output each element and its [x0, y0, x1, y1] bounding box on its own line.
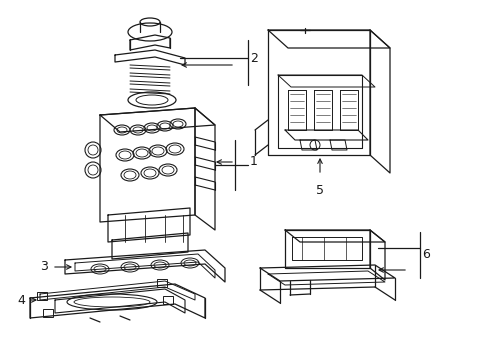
Text: 1: 1: [249, 156, 257, 168]
Text: 2: 2: [249, 51, 257, 64]
Text: 6: 6: [421, 248, 429, 261]
Text: 3: 3: [40, 261, 48, 274]
Bar: [157, 279, 167, 287]
Bar: [43, 309, 53, 317]
Text: 5: 5: [315, 184, 324, 197]
Text: 4: 4: [17, 293, 25, 306]
Bar: [163, 296, 173, 304]
Bar: [37, 292, 47, 300]
